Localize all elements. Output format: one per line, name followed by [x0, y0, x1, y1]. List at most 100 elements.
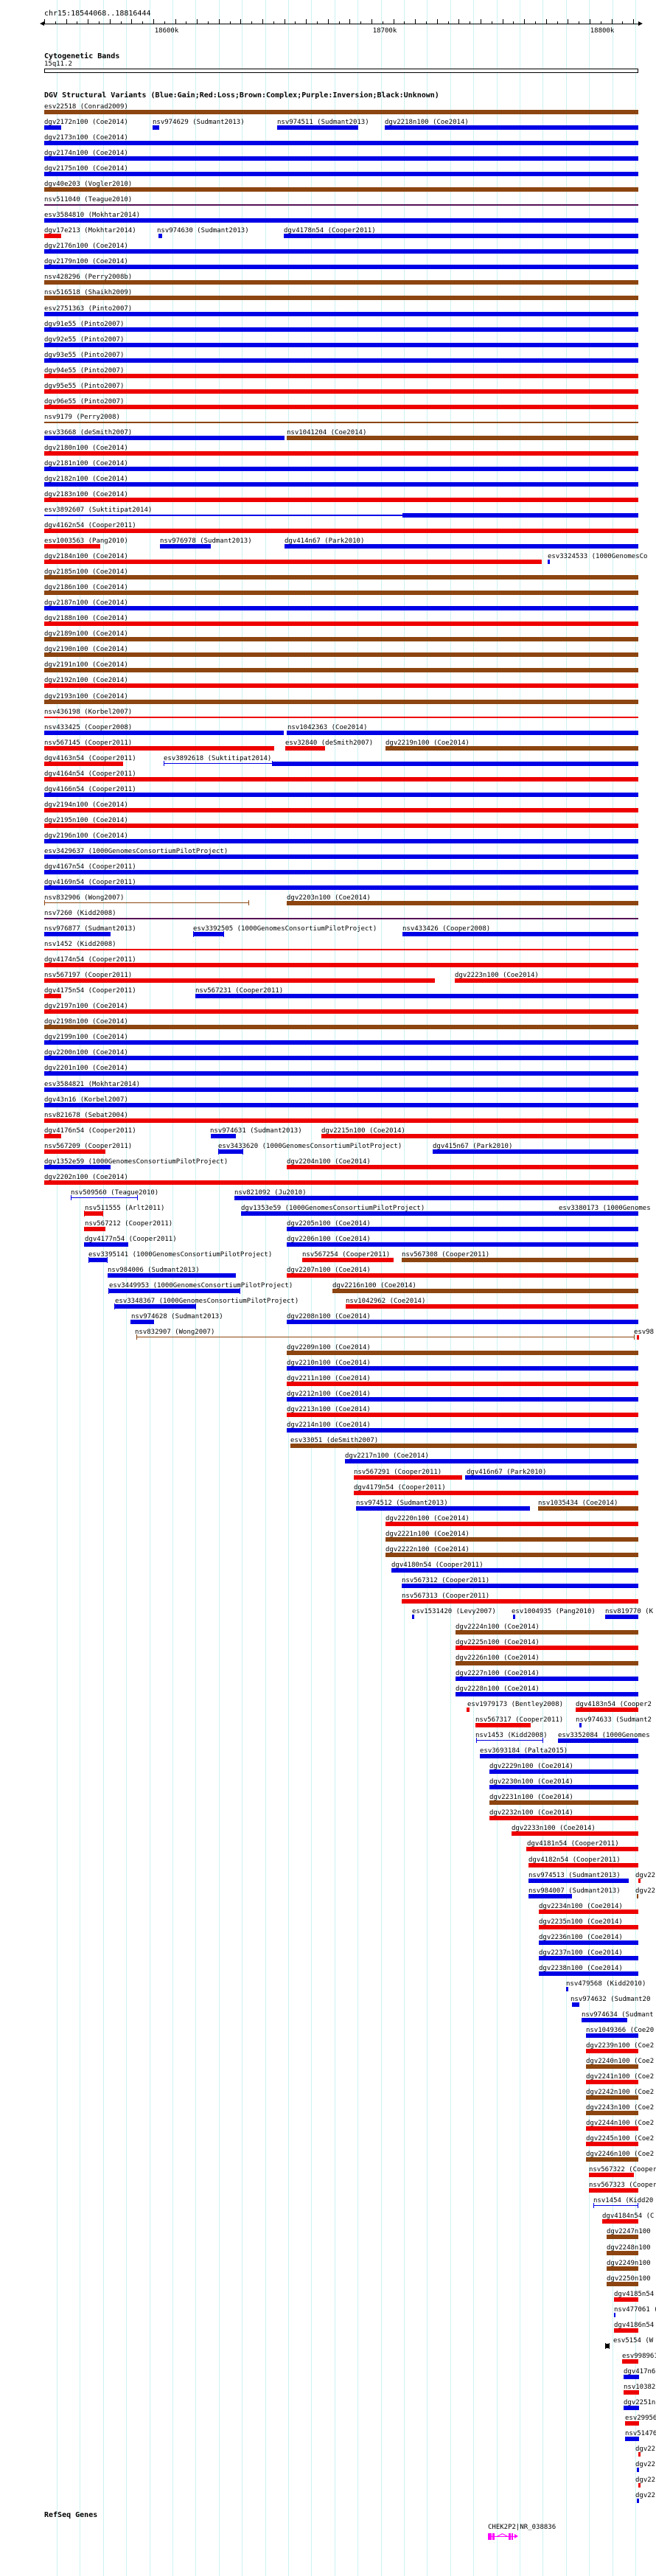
- variant-bar[interactable]: [160, 544, 211, 549]
- variant-bar[interactable]: [489, 1800, 638, 1806]
- variant-label[interactable]: dgv2195n100 (Coe2014): [44, 816, 128, 824]
- variant-bar[interactable]: [44, 1087, 638, 1092]
- variant-bar[interactable]: [456, 1645, 638, 1650]
- variant-label[interactable]: dgv17e213 (Mokhtar2014): [44, 227, 136, 235]
- variant-bar[interactable]: [44, 963, 638, 968]
- variant-bar[interactable]: [44, 311, 638, 316]
- variant-label[interactable]: dgv2215n100 (Coe2014): [321, 1127, 405, 1135]
- variant-label[interactable]: nsv976877 (Sudmant2013): [44, 925, 136, 933]
- variant-label[interactable]: esv3352084 (1000Genomes: [558, 1732, 650, 1740]
- variant-label[interactable]: dgv22: [635, 1871, 656, 1879]
- variant-label[interactable]: nsv477061 (: [614, 2305, 656, 2314]
- variant-label[interactable]: nsv567145 (Cooper2011): [44, 739, 133, 747]
- variant-bar[interactable]: [44, 575, 638, 580]
- variant-bar[interactable]: [44, 606, 638, 611]
- variant-label[interactable]: dgv4169n54 (Cooper2011): [44, 879, 136, 886]
- variant-label[interactable]: dgv22: [635, 2476, 656, 2485]
- variant-bar[interactable]: [158, 234, 162, 239]
- variant-label[interactable]: dgv2175n100 (Coe2014): [44, 165, 128, 173]
- variant-bar[interactable]: [273, 761, 638, 766]
- variant-label[interactable]: nsv984006 (Sudmant2013): [108, 1267, 200, 1274]
- variant-bar[interactable]: [44, 1164, 111, 1169]
- variant-bar[interactable]: [539, 1909, 638, 1914]
- variant-label[interactable]: dgv2223n100 (Coe2014): [455, 972, 539, 980]
- variant-bar[interactable]: [607, 2281, 638, 2286]
- cytogenetic-band[interactable]: [44, 69, 638, 73]
- variant-label[interactable]: esv1531420 (Levy2007): [412, 1607, 496, 1615]
- variant-bar[interactable]: [475, 1723, 531, 1728]
- variant-line[interactable]: [44, 949, 638, 951]
- variant-bar[interactable]: [586, 2126, 638, 2131]
- variant-bar[interactable]: [211, 1133, 236, 1138]
- variant-label[interactable]: dgv43n16 (Korbel2007): [44, 1096, 128, 1104]
- variant-bar[interactable]: [44, 358, 638, 363]
- variant-bar[interactable]: [287, 1226, 638, 1231]
- variant-label[interactable]: nsv567231 (Cooper2011): [195, 987, 284, 995]
- variant-label[interactable]: nsv567212 (Cooper2011): [85, 1219, 173, 1228]
- variant-bar[interactable]: [402, 932, 638, 937]
- variant-label[interactable]: nsv1041204 (Coe2014): [287, 428, 367, 436]
- variant-bar[interactable]: [114, 1304, 196, 1309]
- variant-bar[interactable]: [528, 1862, 638, 1867]
- variant-bar[interactable]: [539, 1940, 638, 1945]
- variant-bar[interactable]: [290, 1444, 637, 1449]
- variant-bar[interactable]: [385, 1536, 638, 1542]
- variant-label[interactable]: esv998961: [622, 2352, 656, 2360]
- variant-bar[interactable]: [44, 342, 638, 347]
- variant-label[interactable]: dgv2180n100 (Coe2014): [44, 444, 128, 452]
- variant-label[interactable]: dgv2234n100 (Coe2014): [539, 1902, 623, 1910]
- variant-bar[interactable]: [44, 1118, 638, 1123]
- variant-bar[interactable]: [44, 978, 435, 984]
- variant-bar[interactable]: [385, 745, 638, 751]
- variant-label[interactable]: dgv2246n100 (Coe2: [586, 2151, 655, 2159]
- variant-bar[interactable]: [385, 1521, 638, 1526]
- variant-label[interactable]: dgv22: [635, 2446, 656, 2454]
- variant-label[interactable]: dgv2200n100 (Coe2014): [44, 1049, 128, 1057]
- variant-label[interactable]: esv3449953 (1000GenomesConsortiumPilotPr…: [109, 1282, 293, 1290]
- variant-label[interactable]: nsv1049366 (Coe20: [586, 2026, 655, 2034]
- variant-label[interactable]: esv3584821 (Mokhtar2014): [44, 1080, 141, 1088]
- variant-label[interactable]: nsv7260 (Kidd2008): [44, 910, 116, 918]
- variant-bar[interactable]: [456, 1677, 638, 1682]
- variant-label[interactable]: dgv2248n100: [607, 2243, 651, 2252]
- variant-bar[interactable]: [44, 1133, 61, 1138]
- variant-bar[interactable]: [287, 435, 638, 440]
- variant-bar[interactable]: [44, 466, 638, 471]
- variant-label[interactable]: esv1004935 (Pang2010): [512, 1607, 596, 1615]
- variant-label[interactable]: nsv567308 (Cooper2011): [402, 1250, 490, 1259]
- variant-bar[interactable]: [287, 1397, 638, 1402]
- variant-label[interactable]: dgv2242n100 (Coe2: [586, 2089, 655, 2097]
- variant-label[interactable]: nsv567322 (Cooper: [589, 2166, 656, 2174]
- variant-bracket-line[interactable]: [164, 762, 273, 764]
- variant-bar[interactable]: [108, 1273, 236, 1278]
- variant-label[interactable]: dgv94e55 (Pinto2007): [44, 366, 125, 375]
- variant-bar[interactable]: [480, 1754, 638, 1759]
- variant-label[interactable]: dgv2221n100 (Coe2014): [385, 1530, 470, 1538]
- variant-bar[interactable]: [44, 622, 638, 627]
- variant-label[interactable]: dgv2186n100 (Coe2014): [44, 584, 128, 592]
- variant-bar[interactable]: [44, 823, 638, 828]
- variant-label[interactable]: esv3395141 (1000GenomesConsortiumPilotPr…: [88, 1250, 273, 1259]
- variant-label[interactable]: nsv436198 (Korbel2007): [44, 708, 133, 716]
- variant-bar[interactable]: [528, 1893, 572, 1898]
- variant-label[interactable]: dgv92e55 (Pinto2007): [44, 335, 125, 344]
- variant-bar[interactable]: [44, 187, 638, 192]
- variant-label[interactable]: esv3380173 (1000Genomes: [559, 1204, 651, 1212]
- variant-label[interactable]: dgv2196n100 (Coe2014): [44, 832, 128, 840]
- variant-label[interactable]: dgv2190n100 (Coe2014): [44, 646, 128, 654]
- variant-label[interactable]: dgv2251n1: [624, 2398, 656, 2406]
- variant-label[interactable]: dgv22: [635, 2492, 656, 2500]
- variant-bar[interactable]: [44, 854, 638, 859]
- variant-label[interactable]: dgv2193n100 (Coe2014): [44, 692, 128, 700]
- variant-bar[interactable]: [586, 2111, 638, 2116]
- variant-label[interactable]: dgv414n67 (Park2010): [285, 537, 365, 546]
- variant-label[interactable]: dgv2176n100 (Coe2014): [44, 243, 128, 251]
- variant-label[interactable]: nsv479568 (Kidd2010): [566, 1980, 646, 1988]
- variant-bar[interactable]: [44, 807, 638, 812]
- variant-bar[interactable]: [638, 2452, 641, 2457]
- variant-bar[interactable]: [284, 234, 638, 239]
- variant-label[interactable]: dgv96e55 (Pinto2007): [44, 397, 125, 405]
- variant-bar[interactable]: [489, 1816, 638, 1821]
- variant-bar[interactable]: [44, 389, 638, 394]
- variant-label[interactable]: dgv4176n54 (Cooper2011): [44, 1127, 136, 1135]
